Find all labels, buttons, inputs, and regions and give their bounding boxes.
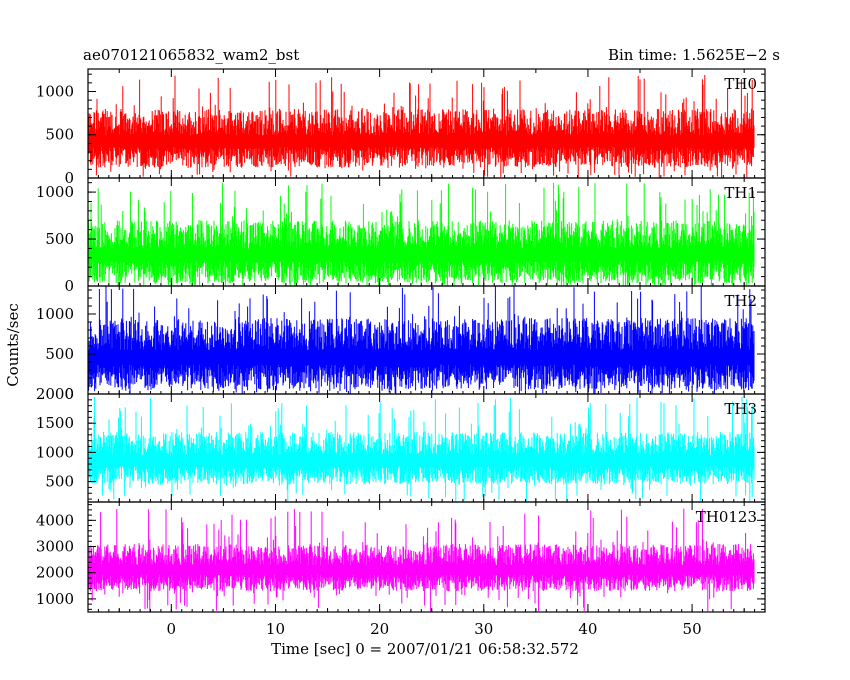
y-tick-label: 0 <box>64 385 74 403</box>
y-tick-label: 2000 <box>36 564 74 582</box>
panels: 0 500 1000 TH0 0 500 1000 TH1 0 500 1000 TH2 500 1000… <box>36 68 766 613</box>
bin-time-label: Bin time: 1.5625E−2 s <box>608 46 780 64</box>
chart-title: ae070121065832_wam2_bst <box>83 46 299 64</box>
panel-label: TH0 <box>724 75 757 93</box>
y-tick-label: 3000 <box>36 538 74 556</box>
panel-th0123: 1000 2000 3000 4000 TH0123 <box>36 501 766 613</box>
panel-label: TH1 <box>724 184 757 202</box>
y-tick-label: 0 <box>64 277 74 295</box>
y-tick-label: 2000 <box>36 385 74 403</box>
x-tick-label: 30 <box>474 620 493 638</box>
y-tick-label: 1000 <box>36 82 74 100</box>
panel-label: TH0123 <box>696 508 757 526</box>
y-tick-label: 4000 <box>36 511 74 529</box>
series-th1 <box>87 182 755 286</box>
series-th2 <box>87 286 755 394</box>
y-tick-label: 500 <box>45 345 74 363</box>
y-axis-label: Counts/sec <box>4 303 22 387</box>
x-tick-label: 20 <box>370 620 389 638</box>
y-tick-label: 1000 <box>36 183 74 201</box>
x-tick-label: 40 <box>578 620 597 638</box>
y-tick-label: 1000 <box>36 443 74 461</box>
panel-th2: 0 500 1000 TH2 <box>36 285 766 403</box>
panel-label: TH3 <box>724 400 757 418</box>
x-tick-label: 0 <box>167 620 177 638</box>
x-axis: 0 10 20 30 40 50 <box>167 620 702 638</box>
x-tick-label: 10 <box>266 620 285 638</box>
y-tick-label: 500 <box>45 126 74 144</box>
series-th3 <box>87 396 755 502</box>
series-th0123 <box>87 508 755 612</box>
y-tick-label: 1000 <box>36 590 74 608</box>
y-tick-label: 1000 <box>36 305 74 323</box>
series-th0 <box>87 75 755 178</box>
y-tick-label: 0 <box>64 169 74 187</box>
y-tick-label: 1500 <box>36 414 74 432</box>
panel-th3: 500 1000 1500 2000 TH3 <box>36 385 766 503</box>
x-tick-label: 50 <box>683 620 702 638</box>
y-tick-label: 500 <box>45 230 74 248</box>
x-axis-label: Time [sec] 0 = 2007/01/21 06:58:32.572 <box>271 640 579 658</box>
panel-th0: 0 500 1000 TH0 <box>36 68 766 187</box>
panel-th1: 0 500 1000 TH1 <box>36 177 766 295</box>
panel-label: TH2 <box>724 292 757 310</box>
y-tick-label: 500 <box>45 473 74 491</box>
